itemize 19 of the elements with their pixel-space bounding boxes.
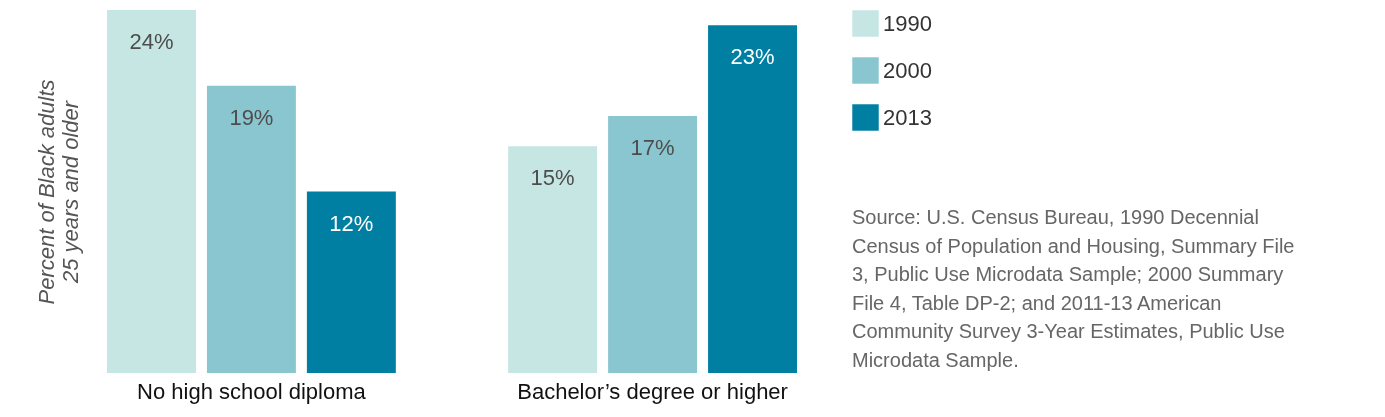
bar [608,115,698,373]
legend-label: 2000 [883,57,932,83]
data-label: 15% [530,165,575,191]
bar [708,25,797,373]
bar [508,146,598,373]
x-tick-label: No high school diploma [137,378,367,404]
legend-label: 2013 [883,104,932,130]
data-label: 12% [329,210,374,236]
data-label: 19% [229,104,274,130]
bar [306,191,396,373]
data-label: 17% [630,134,675,160]
bar [107,10,196,373]
annotation: Source: U.S. Census Bureau, 1990 Decennial Census of Population and Housing, Summary File 3, Public Use Microdata Sample; 2000 Summary File 4, Table DP-2; and 2011-13 American Community Survey 3-Year Estimates, Public Use Microdata Sample. [852,206,1295,371]
x-tick-label: Bachelor’s degree or higher [517,378,788,404]
data-label: 24% [129,29,174,54]
y-axis-title: Percent of Black adults 25 years and older [33,79,83,305]
legend-label: 1990 [883,10,932,36]
bar [206,85,296,373]
data-label: 23% [730,44,775,70]
